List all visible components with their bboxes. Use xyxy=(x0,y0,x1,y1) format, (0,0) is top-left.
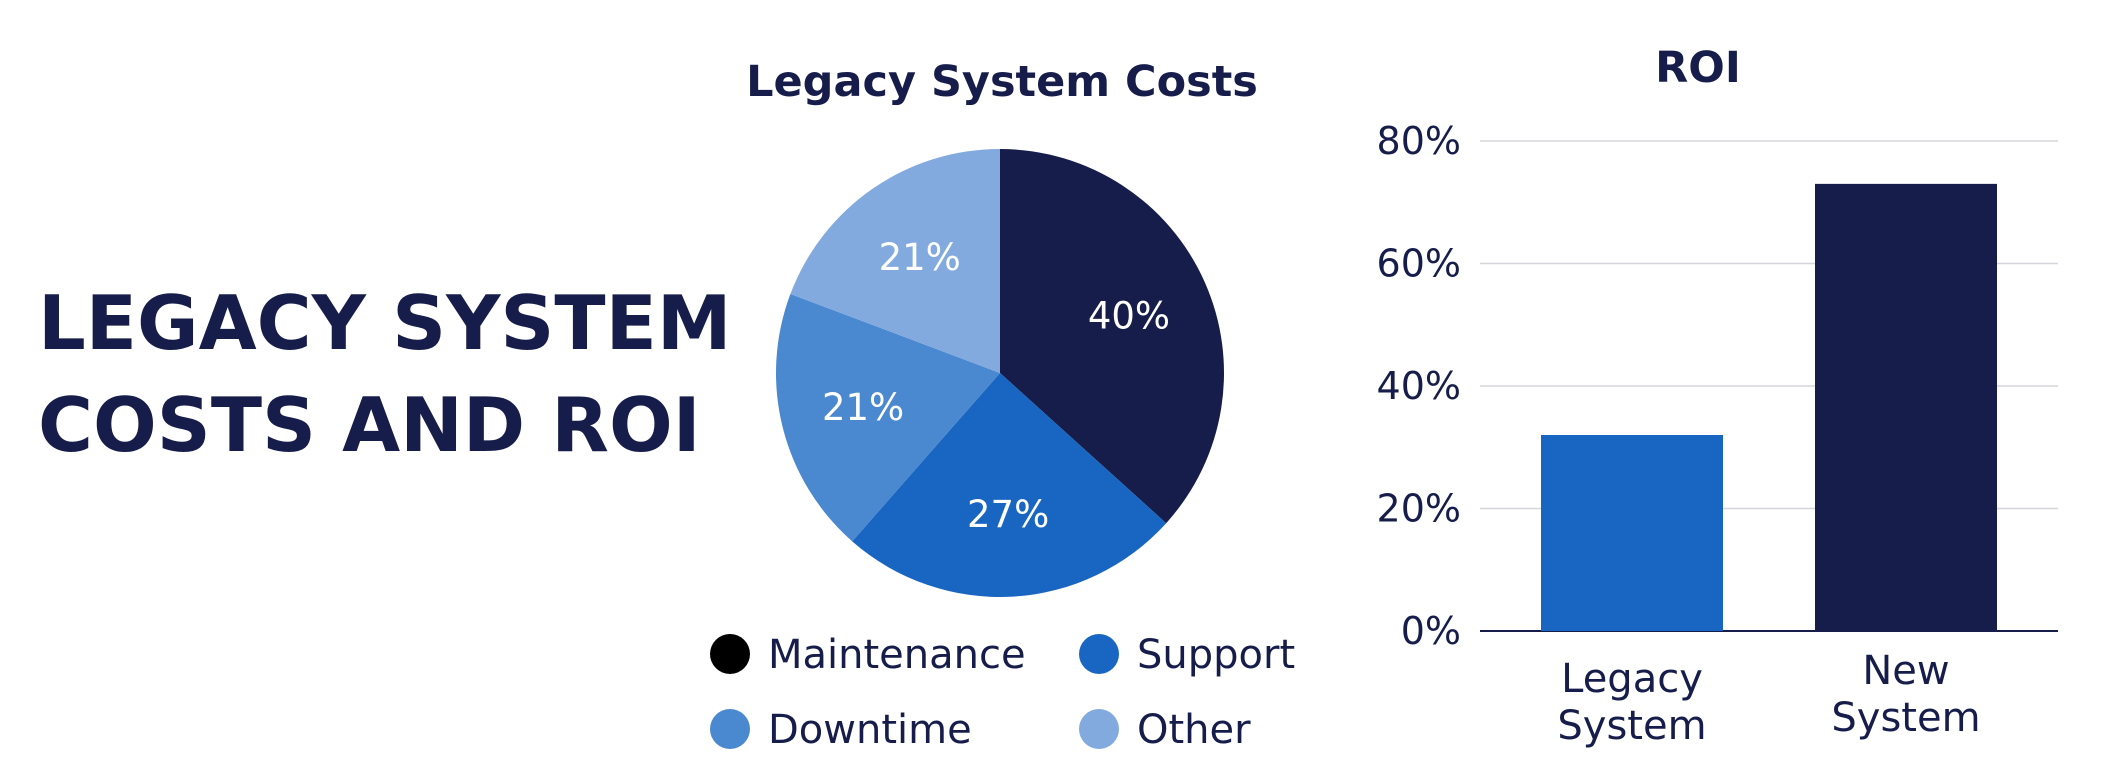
pie-slice-downtime xyxy=(776,294,1000,542)
legend-swatch-support xyxy=(1079,634,1119,674)
x-tick-label: Legacy System xyxy=(1557,656,1706,749)
pie-label-other: 21% xyxy=(879,236,961,279)
legend-item-maintenance: Maintenance xyxy=(710,632,1026,678)
bar-chart-title: ROI xyxy=(1655,43,1741,93)
pie-data-labels: 40% 27% 21% 21% xyxy=(822,236,1170,536)
y-tick-label: 80% xyxy=(1377,119,1461,163)
bar-bars xyxy=(1541,183,1997,631)
legend-swatch-downtime xyxy=(710,709,750,749)
legend-swatch-other xyxy=(1079,709,1119,749)
x-tick-label: New System xyxy=(1831,648,1980,741)
y-tick-label: 0% xyxy=(1401,609,1461,653)
y-tick-label: 60% xyxy=(1377,242,1461,286)
legend-label-maintenance: Maintenance xyxy=(768,632,1026,678)
bar-new-system xyxy=(1815,183,1997,631)
page-title-line-1: LEGACY SYSTEM xyxy=(38,279,732,367)
pie-slice-other xyxy=(790,149,1000,373)
pie-label-support: 27% xyxy=(967,493,1049,536)
legend-item-other: Other xyxy=(1079,707,1251,753)
legend-swatch-maintenance xyxy=(710,634,750,674)
legend-label-support: Support xyxy=(1137,632,1295,678)
legend-label-other: Other xyxy=(1137,707,1251,753)
pie-slice-maintenance xyxy=(1000,149,1225,524)
page-title-line-2: COSTS AND ROI xyxy=(38,381,701,469)
y-tick-label: 20% xyxy=(1377,487,1461,531)
page-title: LEGACY SYSTEM COSTS AND ROI xyxy=(38,272,738,476)
bar-y-tick-labels: 0% 20% 40% 60% 80% xyxy=(1377,119,1461,653)
legend-label-downtime: Downtime xyxy=(768,707,972,753)
bar-legacy-system xyxy=(1541,435,1723,631)
y-tick-label: 40% xyxy=(1377,364,1461,408)
pie-label-downtime: 21% xyxy=(822,386,904,429)
bar-x-tick-labels: Legacy System New System xyxy=(1557,648,1980,749)
pie-slice-support xyxy=(852,373,1167,598)
pie-slices xyxy=(776,149,1225,598)
pie-legend: Maintenance Support Downtime Other xyxy=(710,632,1295,753)
pie-chart-title: Legacy System Costs xyxy=(746,57,1258,107)
legend-item-support: Support xyxy=(1079,632,1295,678)
legend-item-downtime: Downtime xyxy=(710,707,972,753)
pie-chart: Legacy System Costs 40% 27% 21% 21% Mainten… xyxy=(710,57,1295,753)
pie-label-maintenance: 40% xyxy=(1088,295,1170,338)
bar-chart: ROI 0% 20% 40% 60% 80% Legacy System New System xyxy=(1377,43,2058,749)
